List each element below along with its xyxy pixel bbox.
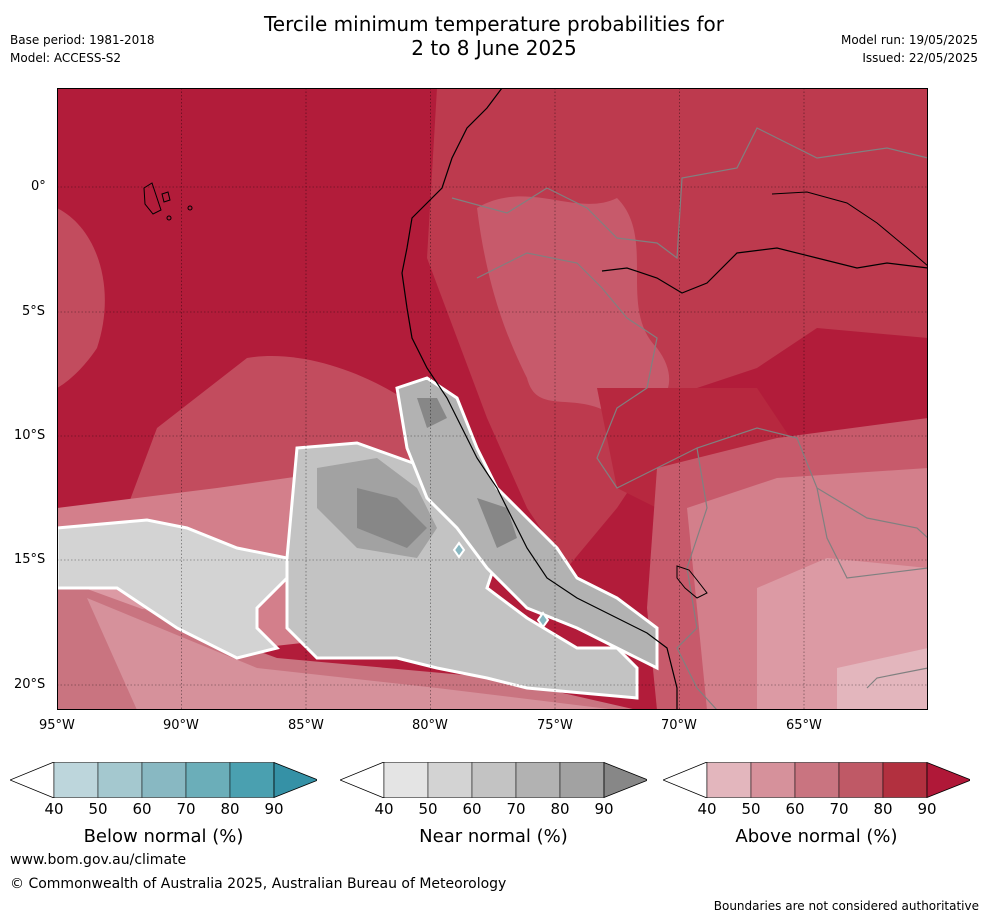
colorbar-tick-label: 70	[829, 800, 849, 818]
colorbar-label-below: Below normal (%)	[83, 826, 244, 847]
rio-negro	[771, 191, 928, 267]
colorbar-tick-label: 90	[264, 800, 284, 818]
below-normal-spot-1	[452, 541, 466, 559]
colorbar-segment	[229, 762, 275, 798]
amazon-river	[601, 247, 928, 294]
ocean-west-above-70	[57, 208, 105, 388]
colorbar-segment	[471, 762, 517, 798]
issued-date: Issued: 22/05/2025	[862, 51, 978, 65]
lat-label-0: 0°	[31, 179, 46, 194]
base-period: Base period: 1981-2018	[10, 33, 155, 47]
lon-label-70w: 70°W	[661, 718, 697, 733]
colorbar-segment	[559, 762, 605, 798]
lon-label-75w: 75°W	[537, 718, 573, 733]
probability-map	[57, 88, 928, 710]
colorbar-segment	[706, 762, 752, 798]
lon-label-90w: 90°W	[163, 718, 199, 733]
land-above-70	[477, 196, 670, 418]
lon-label-65w: 65°W	[786, 718, 822, 733]
lat-label-10s: 10°S	[14, 428, 46, 443]
lat-label-15s: 15°S	[14, 552, 46, 567]
near-normal-90-coast	[477, 498, 517, 548]
colorbar-below-normal	[10, 762, 317, 798]
near-normal-west	[57, 518, 300, 660]
colorbar-tick-label: 70	[176, 800, 196, 818]
colorbar-tick-label: 60	[785, 800, 805, 818]
title-line-1: Tercile minimum temperature probabilitie…	[263, 12, 725, 36]
footer-copyright: © Commonwealth of Australia 2025, Austra…	[10, 876, 507, 892]
colorbar-tick-label: 50	[88, 800, 108, 818]
colorbar-tick-label: 40	[697, 800, 717, 818]
model-name: Model: ACCESS-S2	[10, 51, 122, 65]
colorbar-arrow-low	[340, 762, 385, 798]
footer-disclaimer: Boundaries are not considered authoritat…	[713, 899, 979, 913]
colorbar-label-above: Above normal (%)	[735, 826, 898, 847]
colorbar-arrow-low	[10, 762, 55, 798]
colorbar-tick-label: 80	[550, 800, 570, 818]
colorbar-tick-label: 90	[917, 800, 937, 818]
colorbar-label-near: Near normal (%)	[419, 826, 568, 847]
colorbar-tick-label: 50	[418, 800, 438, 818]
colorbar-tick-label: 40	[374, 800, 394, 818]
lake-titicaca	[676, 565, 708, 599]
colorbar-segment	[838, 762, 884, 798]
lon-label-95w: 95°W	[39, 718, 75, 733]
colorbar-above-normal	[663, 762, 970, 798]
below-normal-spot-2	[536, 611, 550, 629]
colorbar-arrow-high	[603, 762, 647, 798]
ocean-south-above-60	[87, 598, 617, 710]
colorbar-tick-label: 60	[132, 800, 152, 818]
colorbar-near-normal	[340, 762, 647, 798]
galapagos-islands	[143, 182, 193, 221]
colorbar-segment	[515, 762, 561, 798]
colorbar-tick-label: 70	[506, 800, 526, 818]
colorbar-segment	[750, 762, 796, 798]
near-normal-90-small	[417, 398, 447, 428]
near-normal-90-patch	[357, 488, 427, 548]
colorbar-tick-label: 50	[741, 800, 761, 818]
near-normal-coastal	[395, 376, 659, 671]
colorbar-arrow-high	[926, 762, 970, 798]
colorbar-segment	[383, 762, 429, 798]
lon-label-80w: 80°W	[412, 718, 448, 733]
lat-label-20s: 20°S	[14, 677, 46, 692]
southeast-above-40	[837, 648, 928, 710]
colorbar-tick-label: 80	[220, 800, 240, 818]
coastline	[401, 88, 678, 710]
map-title: Tercile minimum temperature probabilitie…	[0, 12, 988, 60]
colorbar-segment	[794, 762, 840, 798]
title-line-2: 2 to 8 June 2025	[411, 36, 577, 60]
colorbar-segment	[53, 762, 99, 798]
colorbar-segment	[882, 762, 928, 798]
footer-url: www.bom.gov.au/climate	[10, 852, 187, 868]
colorbar-segment	[141, 762, 187, 798]
colorbar-tick-label: 40	[44, 800, 64, 818]
model-run: Model run: 19/05/2025	[840, 33, 978, 47]
colorbar-arrow-low	[663, 762, 708, 798]
map-frame	[57, 88, 928, 710]
colorbar-segment	[97, 762, 143, 798]
colorbar-tick-label: 90	[594, 800, 614, 818]
colorbar-tick-label: 80	[873, 800, 893, 818]
lat-label-5s: 5°S	[22, 304, 46, 319]
colorbar-segment	[185, 762, 231, 798]
colorbar-segment	[427, 762, 473, 798]
lon-label-85w: 85°W	[288, 718, 324, 733]
colorbar-arrow-high	[273, 762, 317, 798]
colorbar-tick-label: 60	[462, 800, 482, 818]
